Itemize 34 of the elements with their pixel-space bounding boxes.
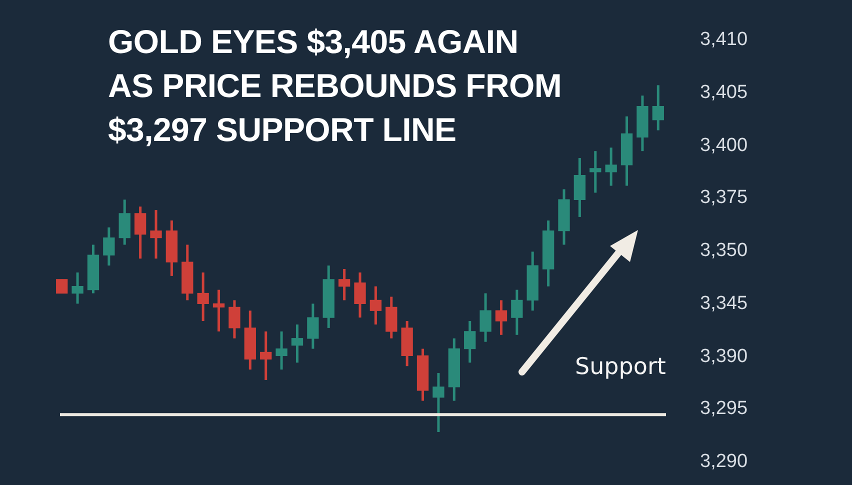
candlestick xyxy=(72,271,84,305)
candlestick xyxy=(291,323,304,364)
text: 3,350 xyxy=(700,240,748,262)
candlestick xyxy=(212,288,225,333)
candlestick xyxy=(464,320,476,364)
candlestick xyxy=(197,271,209,322)
text: 3,400 xyxy=(700,134,748,156)
candlestick xyxy=(260,330,272,382)
candlestick xyxy=(56,279,68,294)
annotation: Support xyxy=(575,354,666,380)
text: 3,345 xyxy=(700,292,748,315)
chart-title: GOLD EYES $3,405 AGAIN AS PRICE REBOUNDS FROM $3,297 SUPPORT LINE xyxy=(108,22,562,150)
candlestick xyxy=(103,226,115,267)
candlestick xyxy=(307,302,319,350)
candlestick xyxy=(228,298,240,340)
candlestick xyxy=(338,268,350,302)
candlestick xyxy=(590,150,602,194)
text: 3,375 xyxy=(700,187,748,210)
candlestick xyxy=(511,288,523,336)
candlestick xyxy=(134,205,146,260)
text: 3,295 xyxy=(700,398,748,420)
candlestick xyxy=(432,372,444,434)
text: 3,405 xyxy=(700,82,748,104)
candlestick xyxy=(605,146,617,188)
candlestick xyxy=(354,271,366,319)
candlestick xyxy=(150,208,162,260)
candlestick xyxy=(370,285,382,326)
text: 3,390 xyxy=(700,346,748,368)
candlestick xyxy=(480,292,492,344)
text: 3,410 xyxy=(700,29,748,51)
candlestick xyxy=(276,330,288,371)
candlestick xyxy=(652,84,664,132)
text: 3,290 xyxy=(700,451,748,473)
candlestick xyxy=(495,298,508,336)
